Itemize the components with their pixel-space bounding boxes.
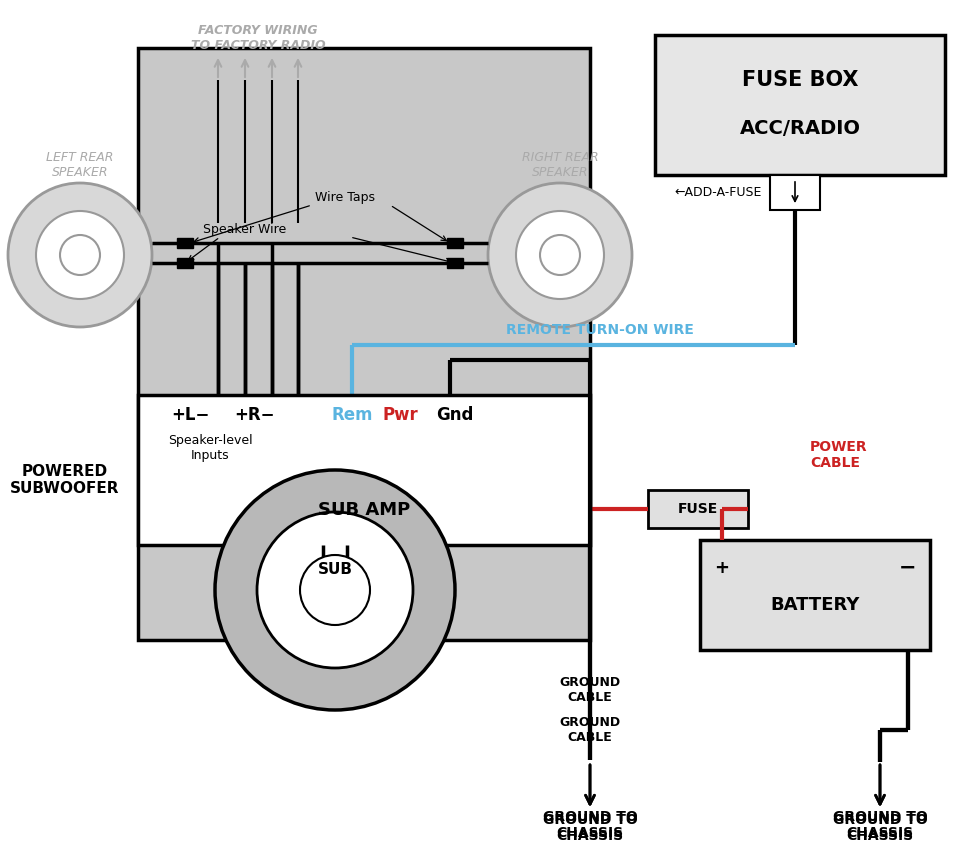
Text: Speaker Wire: Speaker Wire bbox=[203, 223, 286, 236]
Text: FUSE BOX: FUSE BOX bbox=[741, 70, 858, 90]
Bar bbox=[655, 35, 944, 175]
Text: LEFT REAR
SPEAKER: LEFT REAR SPEAKER bbox=[46, 151, 113, 179]
Circle shape bbox=[300, 555, 369, 625]
Bar bbox=[446, 258, 462, 268]
Text: POWER
CABLE: POWER CABLE bbox=[809, 440, 867, 470]
Text: POWERED
SUBWOOFER: POWERED SUBWOOFER bbox=[10, 464, 119, 497]
Text: Rem: Rem bbox=[331, 406, 372, 424]
Bar bbox=[648, 490, 747, 528]
Bar bbox=[700, 540, 929, 650]
Bar bbox=[177, 258, 192, 268]
Text: GROUND
CABLE: GROUND CABLE bbox=[559, 676, 620, 704]
Text: SUB: SUB bbox=[318, 563, 352, 577]
Text: Gnd: Gnd bbox=[436, 406, 473, 424]
Text: ACC/RADIO: ACC/RADIO bbox=[739, 119, 860, 137]
Circle shape bbox=[257, 512, 412, 668]
Text: ←ADD-A-FUSE: ←ADD-A-FUSE bbox=[674, 186, 761, 199]
Text: Wire Taps: Wire Taps bbox=[315, 192, 374, 204]
Text: GROUND TO
CHASSIS: GROUND TO CHASSIS bbox=[542, 810, 637, 840]
Text: −: − bbox=[898, 558, 915, 578]
Circle shape bbox=[8, 183, 151, 327]
Circle shape bbox=[215, 470, 454, 710]
Text: FACTORY WIRING
TO FACTORY RADIO: FACTORY WIRING TO FACTORY RADIO bbox=[191, 24, 325, 52]
Bar bbox=[138, 395, 589, 545]
Circle shape bbox=[539, 235, 579, 275]
Circle shape bbox=[516, 211, 604, 299]
Bar bbox=[769, 175, 819, 210]
Text: BATTERY: BATTERY bbox=[770, 596, 859, 614]
Bar bbox=[177, 238, 192, 248]
Text: +R−: +R− bbox=[234, 406, 275, 424]
Text: GROUND
CABLE: GROUND CABLE bbox=[559, 716, 620, 744]
Text: +: + bbox=[714, 559, 729, 577]
Circle shape bbox=[60, 235, 100, 275]
Bar bbox=[446, 238, 462, 248]
Text: GROUND TO
CHASSIS: GROUND TO CHASSIS bbox=[542, 813, 637, 843]
Text: GROUND TO
CHASSIS: GROUND TO CHASSIS bbox=[831, 810, 926, 840]
Text: GROUND TO
CHASSIS: GROUND TO CHASSIS bbox=[831, 813, 926, 843]
Text: REMOTE TURN-ON WIRE: REMOTE TURN-ON WIRE bbox=[505, 323, 694, 337]
Bar bbox=[138, 48, 589, 640]
Text: SUB AMP: SUB AMP bbox=[318, 501, 409, 519]
Circle shape bbox=[488, 183, 631, 327]
Circle shape bbox=[36, 211, 124, 299]
Text: +L−: +L− bbox=[171, 406, 209, 424]
Text: Pwr: Pwr bbox=[382, 406, 417, 424]
Text: Speaker-level
Inputs: Speaker-level Inputs bbox=[167, 434, 252, 462]
Text: FUSE: FUSE bbox=[677, 502, 717, 516]
Text: RIGHT REAR
SPEAKER: RIGHT REAR SPEAKER bbox=[521, 151, 598, 179]
